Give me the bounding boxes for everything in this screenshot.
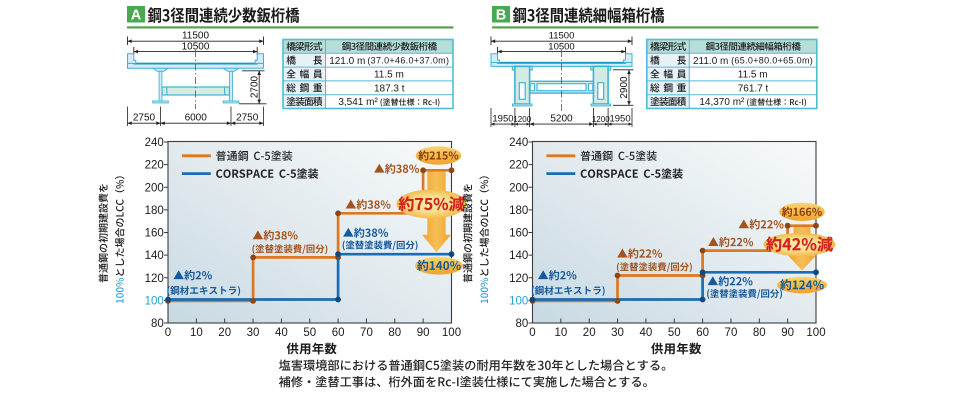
svg-text:1200: 1200 bbox=[592, 115, 610, 124]
svg-text:121.0 m: 121.0 m bbox=[329, 56, 365, 67]
svg-text:80: 80 bbox=[753, 327, 766, 339]
svg-text:14,370 m²: 14,370 m² bbox=[699, 97, 745, 108]
svg-text:1200: 1200 bbox=[513, 115, 531, 124]
svg-text:80: 80 bbox=[151, 318, 164, 330]
svg-text:90: 90 bbox=[781, 327, 794, 339]
svg-text:70: 70 bbox=[360, 327, 373, 339]
svg-text:120: 120 bbox=[509, 273, 528, 285]
svg-text:70: 70 bbox=[725, 327, 738, 339]
svg-text:2700: 2700 bbox=[249, 75, 260, 98]
svg-text:187.3 t: 187.3 t bbox=[374, 83, 405, 94]
svg-text:10500: 10500 bbox=[182, 42, 210, 53]
svg-text:0: 0 bbox=[165, 327, 171, 339]
svg-text:240: 240 bbox=[509, 137, 528, 149]
svg-text:220: 220 bbox=[509, 160, 528, 172]
svg-text:11.5 m: 11.5 m bbox=[374, 70, 404, 81]
svg-text:80: 80 bbox=[516, 318, 529, 330]
svg-text:50: 50 bbox=[303, 327, 316, 339]
svg-text:11500: 11500 bbox=[182, 31, 210, 42]
svg-text:211.0 m: 211.0 m bbox=[693, 56, 728, 67]
svg-text:80: 80 bbox=[388, 327, 401, 339]
svg-text:B: B bbox=[496, 8, 506, 24]
svg-text:180: 180 bbox=[509, 205, 528, 217]
svg-text:30: 30 bbox=[611, 327, 624, 339]
svg-text:90: 90 bbox=[417, 327, 430, 339]
svg-text:A: A bbox=[131, 8, 142, 24]
svg-text:40: 40 bbox=[275, 327, 288, 339]
svg-text:0: 0 bbox=[529, 327, 535, 339]
svg-text:20: 20 bbox=[218, 327, 231, 339]
svg-text:2900: 2900 bbox=[619, 76, 630, 99]
svg-text:120: 120 bbox=[145, 273, 164, 285]
svg-text:2750: 2750 bbox=[236, 113, 259, 124]
svg-text:60: 60 bbox=[332, 327, 345, 339]
svg-text:140: 140 bbox=[509, 250, 528, 262]
svg-text:6000: 6000 bbox=[185, 113, 208, 124]
svg-text:100: 100 bbox=[509, 295, 528, 307]
svg-text:200: 200 bbox=[509, 182, 528, 194]
svg-text:2750: 2750 bbox=[133, 113, 156, 124]
svg-text:40: 40 bbox=[640, 327, 653, 339]
svg-text:240: 240 bbox=[145, 137, 164, 149]
svg-text:10: 10 bbox=[190, 327, 203, 339]
svg-text:1950: 1950 bbox=[492, 114, 513, 125]
svg-text:100: 100 bbox=[145, 295, 164, 307]
svg-text:100: 100 bbox=[442, 327, 461, 339]
svg-text:3,541 m²: 3,541 m² bbox=[338, 97, 378, 108]
svg-text:140: 140 bbox=[145, 250, 164, 262]
svg-text:(37.0+46.0+37.0m): (37.0+46.0+37.0m) bbox=[367, 56, 449, 66]
svg-text:761.7 t: 761.7 t bbox=[738, 83, 769, 94]
svg-text:10: 10 bbox=[554, 327, 567, 339]
svg-text:5200: 5200 bbox=[550, 114, 573, 125]
svg-text:20: 20 bbox=[583, 327, 596, 339]
svg-text:50: 50 bbox=[668, 327, 681, 339]
svg-text:160: 160 bbox=[509, 228, 528, 240]
svg-text:200: 200 bbox=[145, 182, 164, 194]
svg-text:1950: 1950 bbox=[609, 114, 630, 125]
svg-text:180: 180 bbox=[145, 205, 164, 217]
svg-text:160: 160 bbox=[145, 228, 164, 240]
svg-text:30: 30 bbox=[247, 327, 260, 339]
svg-text:220: 220 bbox=[145, 160, 164, 172]
svg-text:10500: 10500 bbox=[548, 41, 574, 52]
svg-text:100: 100 bbox=[806, 327, 825, 339]
svg-text:(65.0+80.0+65.0m): (65.0+80.0+65.0m) bbox=[731, 56, 813, 66]
svg-text:11500: 11500 bbox=[549, 30, 575, 41]
svg-text:60: 60 bbox=[696, 327, 709, 339]
svg-text:11.5 m: 11.5 m bbox=[738, 70, 768, 81]
